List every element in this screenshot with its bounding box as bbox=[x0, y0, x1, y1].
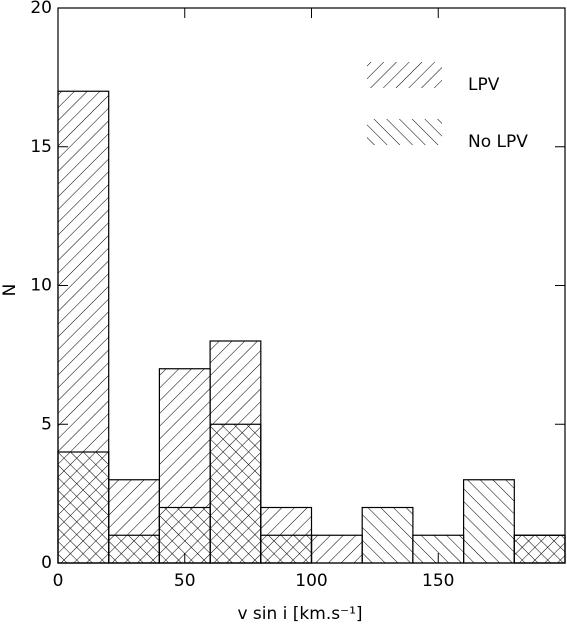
histogram-bar bbox=[361, 506, 414, 564]
histogram-bar bbox=[108, 534, 160, 564]
histogram-bar bbox=[463, 479, 515, 564]
legend-swatch bbox=[367, 119, 442, 145]
y-tick-label: 10 bbox=[30, 276, 52, 296]
y-tick-label: 5 bbox=[41, 414, 52, 434]
y-tick-label: 20 bbox=[30, 0, 52, 18]
x-axis-label: v sin i [km.s⁻¹] bbox=[237, 604, 362, 624]
x-tick-label: 0 bbox=[53, 571, 64, 591]
histogram-bar bbox=[310, 534, 363, 564]
x-tick-label: 50 bbox=[174, 571, 196, 591]
legend-label: No LPV bbox=[468, 132, 528, 152]
legend-label: LPV bbox=[468, 75, 500, 95]
legend-swatch bbox=[367, 62, 442, 88]
y-tick-label: 15 bbox=[30, 137, 52, 157]
y-axis-label: N bbox=[0, 284, 20, 297]
x-tick-label: 100 bbox=[295, 571, 327, 591]
x-tick-label: 150 bbox=[422, 571, 454, 591]
y-tick-label: 0 bbox=[41, 553, 52, 573]
histogram-bar bbox=[57, 451, 110, 564]
histogram-bar bbox=[513, 534, 566, 564]
histogram-bar bbox=[260, 534, 313, 564]
histogram-bar bbox=[209, 423, 262, 564]
